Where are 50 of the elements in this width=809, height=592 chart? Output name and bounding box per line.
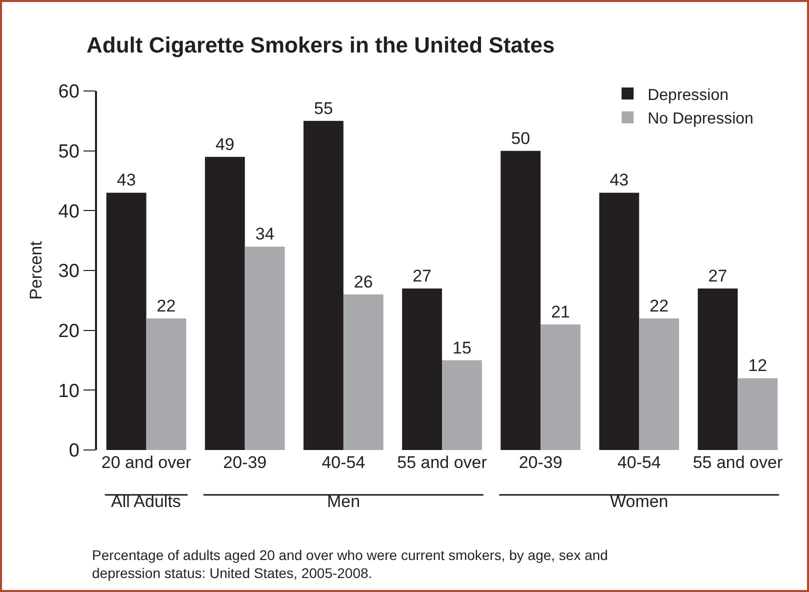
y-tick-label: 0 [68,440,80,462]
bar [442,360,482,450]
x-tick-label: 20 and over [101,453,192,472]
x-tick-label: 55 and over [397,453,488,472]
data-label: 55 [314,98,333,118]
text: All Adults [111,492,181,511]
data-label: 43 [116,170,136,190]
bar [146,318,186,450]
data-label: 27 [412,266,432,286]
data-label: 15 [452,338,472,358]
data-label: 27 [708,266,728,286]
bar [500,150,541,450]
data-label: 22 [650,296,669,316]
data-label: 50 [511,128,530,148]
x-tick-label: 20-39 [518,453,562,472]
text: Women [610,492,668,511]
bar [540,324,580,450]
bar [639,318,680,450]
bar [599,192,640,450]
bar [343,294,384,450]
y-tick-label: 50 [58,141,80,162]
bar [698,288,738,450]
data-label: 49 [215,134,234,154]
chart-title: Adult Cigarette Smokers in the United States [86,32,555,58]
x-tick-label: 40-54 [322,453,366,472]
bar [738,378,778,450]
y-tick-label: 10 [58,380,80,402]
bar [304,120,344,450]
y-tick-label: 30 [58,261,80,282]
x-tick-label: 55 and over [692,453,783,472]
bar [244,246,285,450]
data-label: 43 [610,170,629,190]
data-label: 12 [748,356,768,376]
data-label: 22 [156,296,176,316]
y-tick-label: 60 [58,82,80,103]
y-axis-title: Percent [26,240,46,300]
bar [402,288,442,450]
legend-label: Depression [648,86,729,104]
data-label: 26 [354,272,373,292]
data-label: 34 [255,224,274,244]
bar [106,192,146,450]
x-tick-label: 40-54 [617,453,661,472]
y-tick-label: 20 [58,320,80,342]
text: Percentage of adults aged 20 and over who were current smokers, by age, sex and depression status: United States, 2005-2008. [92,547,608,582]
x-tick-label: 20-39 [223,453,267,472]
legend-label: No Depression [648,110,754,128]
text: Men [327,492,360,511]
bar [204,156,245,450]
y-tick-label: 40 [58,201,80,222]
data-label: 21 [551,302,570,322]
